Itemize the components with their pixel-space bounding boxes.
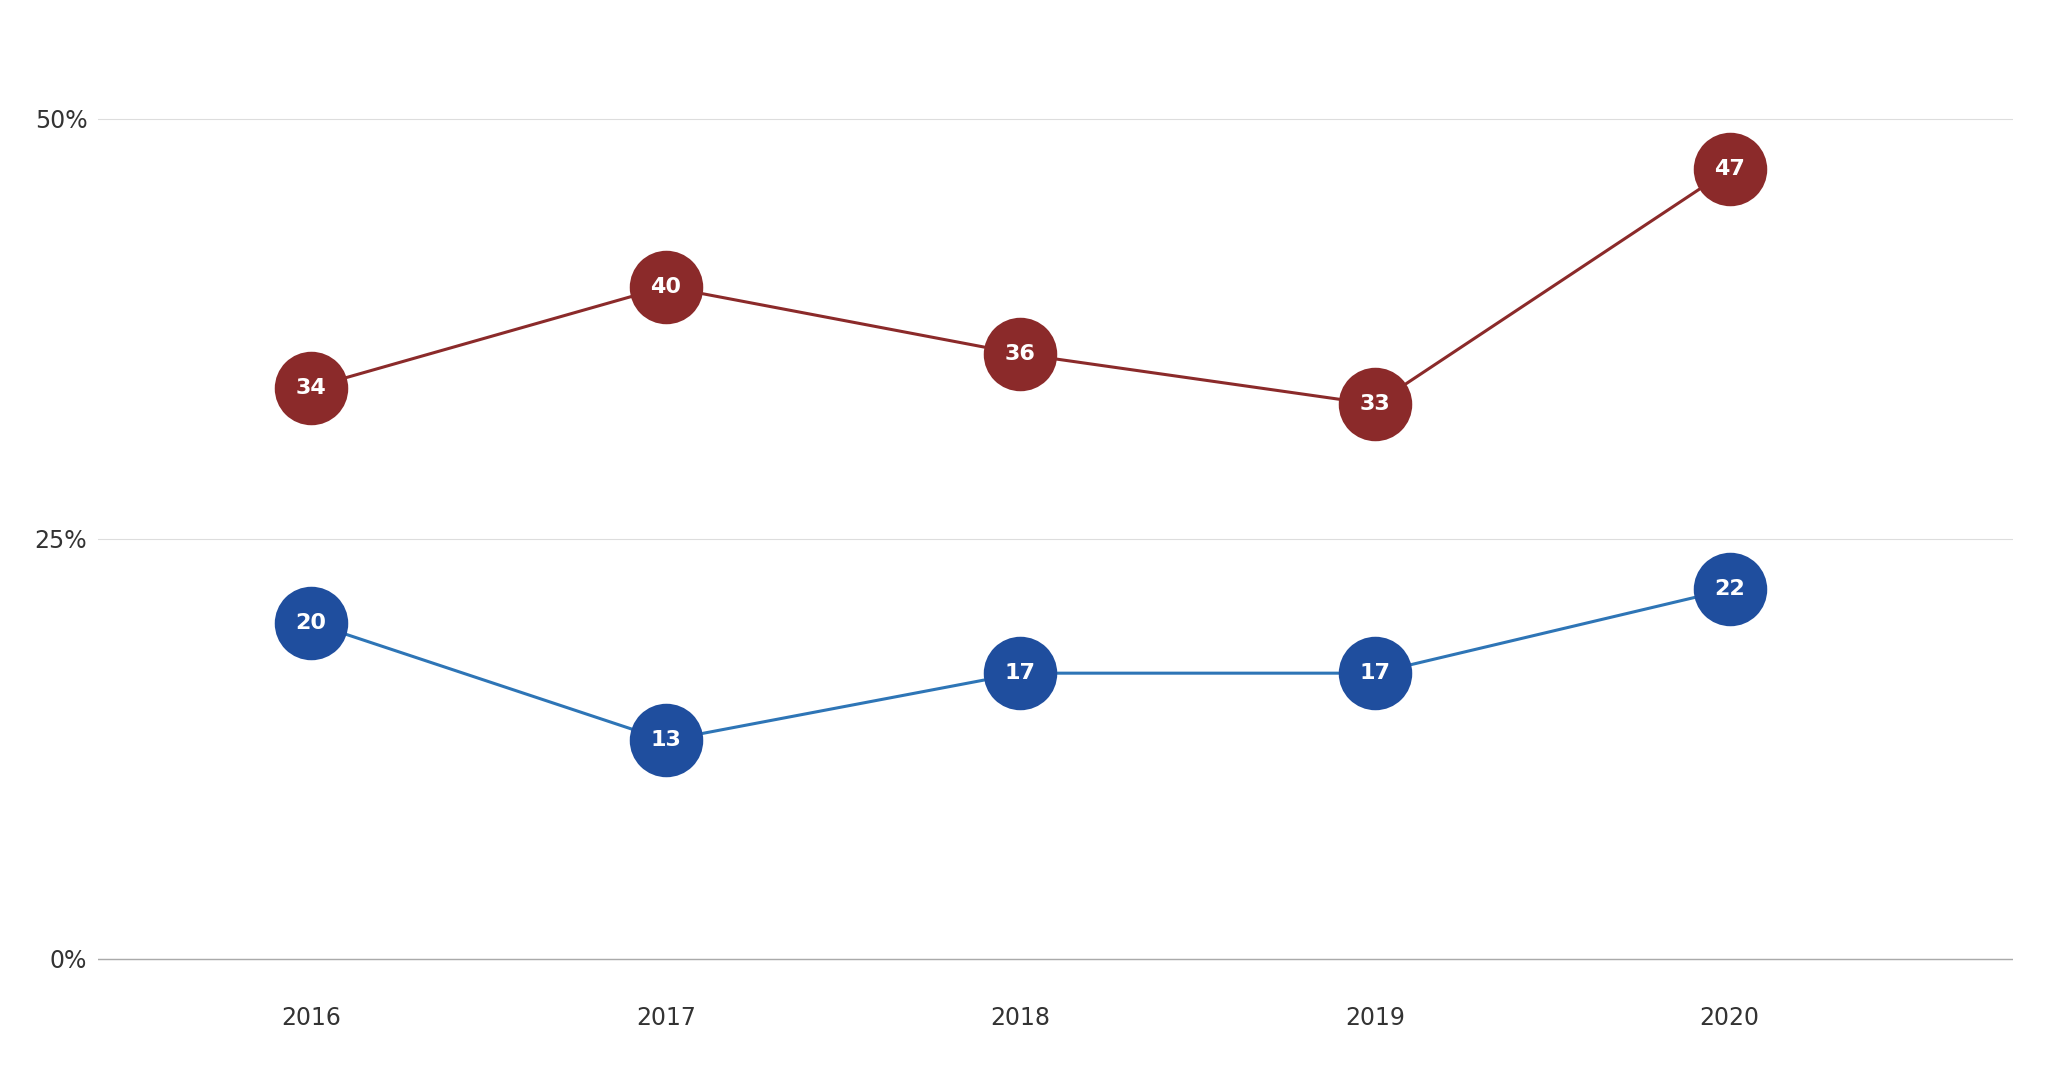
Point — [649, 278, 682, 295]
Text: 22: 22 — [1714, 579, 1745, 600]
Point — [1358, 665, 1391, 682]
Point — [1358, 396, 1391, 413]
Point — [1004, 345, 1036, 362]
Text: 47: 47 — [1714, 159, 1745, 179]
Point — [1714, 580, 1747, 597]
Point — [1004, 665, 1036, 682]
Point — [649, 732, 682, 749]
Text: 40: 40 — [651, 277, 682, 297]
Point — [295, 615, 328, 632]
Text: 36: 36 — [1006, 344, 1036, 364]
Text: 17: 17 — [1360, 663, 1391, 683]
Text: 17: 17 — [1006, 663, 1036, 683]
Text: 33: 33 — [1360, 394, 1391, 414]
Point — [1714, 161, 1747, 178]
Point — [295, 379, 328, 396]
Text: 20: 20 — [295, 612, 328, 633]
Text: 34: 34 — [295, 378, 326, 397]
Text: 13: 13 — [651, 731, 682, 751]
